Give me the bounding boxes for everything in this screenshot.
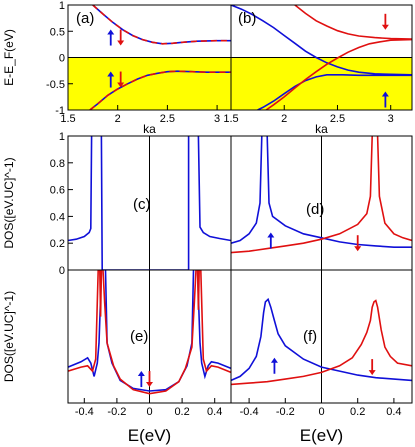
spin-up-arrow-e-0 (137, 371, 145, 388)
series-line-b-0 (231, 5, 412, 76)
x-axis-label-b: ka (315, 122, 328, 136)
x-tick-label-f-1: -0.2 (276, 406, 295, 418)
x-tick-label-e-3: 0.2 (174, 406, 189, 418)
series-line-e-2 (196, 270, 231, 380)
x-tick-label-f-2: 0 (318, 406, 324, 418)
x-tick-label-e-4: 0.4 (207, 406, 222, 418)
x-tick-label-a-0: 1.5 (60, 113, 75, 125)
panel-c: (c) 0 0.2 0.4 0.6 0.8 1 DOS([eV.UC]^-1) (2, 131, 232, 277)
x-axis-label-f: E(eV) (300, 426, 343, 445)
y-axis-label-e: DOS([eV.UC]^-1) (2, 291, 16, 382)
spin-up-arrow-d-0 (267, 232, 275, 249)
x-tick-label-f-4: 0.4 (386, 406, 401, 418)
y-tick-label-c-3: 0.6 (50, 185, 65, 197)
y-tick-label-a-0: -1 (55, 105, 65, 117)
spin-down-arrow-d-1 (354, 235, 362, 252)
series-line-b-3 (294, 5, 412, 40)
series-line-f-0 (231, 297, 412, 382)
y-tick-label-c-4: 0.8 (50, 158, 65, 170)
series-line-c-0 (68, 136, 93, 242)
panel-label-f: (f) (303, 328, 317, 345)
x-axis-label-a: ka (143, 122, 156, 136)
x-tick-label-b-2: 2.5 (330, 113, 345, 125)
x-tick-label-e-2: 0 (146, 406, 152, 418)
y-axis-label-c: DOS([eV.UC]^-1) (2, 157, 16, 248)
series-line-e-7 (200, 270, 231, 374)
band-line-a-0 (92, 5, 231, 45)
series-line-e-6 (196, 270, 200, 310)
x-tick-label-b-0: 1.5 (223, 113, 238, 125)
band-line-dashed-a-0 (92, 5, 231, 45)
panel-a: (a) 1.5 2 2.5 3 -1 -0.5 0 0.5 1 ka E-E_F(eV) (2, 0, 232, 136)
spin-down-arrow-f-1 (368, 359, 376, 376)
series-line-b-1 (257, 74, 412, 110)
series-line-d-2 (231, 136, 373, 254)
spin-down-arrow-e-1 (146, 371, 153, 388)
panel-label-b: (b) (238, 10, 256, 27)
spin-down-arrow-a-1 (117, 29, 125, 46)
panel-f: (f) -0.4 -0.2 0 0.2 0.4 E(eV) (230, 269, 413, 445)
x-tick-label-b-3: 3 (388, 113, 394, 125)
frame-b (230, 4, 413, 111)
series-line-e-3 (68, 270, 99, 373)
spin-up-arrow-a-2 (107, 71, 115, 88)
x-tick-label-b-1: 2 (281, 113, 287, 125)
y-tick-label-a-4: 1 (59, 0, 65, 12)
series-line-b-2 (265, 38, 412, 110)
series-line-f-1 (231, 299, 412, 386)
band-line-dashed-a-1 (89, 70, 231, 110)
spin-up-arrow-f-0 (270, 357, 278, 374)
y-tick-label-c-5: 1 (59, 131, 65, 143)
x-tick-label-f-0: -0.4 (240, 406, 259, 418)
spin-down-arrow-a-3 (117, 71, 125, 88)
panel-label-c: (c) (133, 196, 151, 213)
fermi-band-b (231, 57, 412, 110)
series-line-d-1 (266, 136, 412, 248)
series-line-e-5 (102, 270, 197, 395)
panel-label-e: (e) (130, 328, 148, 345)
fermi-band-a (68, 57, 231, 110)
x-tick-label-a-2: 2.5 (160, 113, 175, 125)
spin-down-arrow-b-0 (381, 13, 389, 30)
y-tick-label-a-2: 0 (59, 53, 65, 65)
x-tick-label-a-1: 2 (115, 113, 121, 125)
y-tick-label-a-3: 0.5 (50, 26, 65, 38)
y-tick-label-a-1: -0.5 (46, 79, 65, 91)
series-line-d-3 (376, 136, 412, 242)
panel-d: (d) (230, 135, 413, 271)
series-line-d-0 (231, 136, 263, 244)
x-tick-label-e-0: -0.4 (75, 406, 94, 418)
series-line-c-2 (197, 136, 231, 242)
panel-label-d: (d) (306, 201, 324, 218)
panel-b: (b) 1.5 2 2.5 3 ka (223, 4, 413, 136)
x-axis-label-e: E(eV) (128, 426, 171, 445)
spin-up-arrow-b-1 (381, 91, 389, 108)
panel-e: (e) -0.4 -0.2 0 0.2 0.4 E(eV) DOS([eV.UC]^-1) (2, 269, 232, 445)
series-line-e-4 (99, 270, 103, 317)
x-tick-label-f-3: 0.2 (350, 406, 365, 418)
y-tick-label-c-2: 0.4 (50, 211, 65, 223)
x-tick-label-e-1: -0.2 (107, 406, 126, 418)
x-tick-label-a-3: 3 (214, 113, 220, 125)
panel-label-a: (a) (76, 10, 94, 27)
y-axis-label-a: E-E_F(eV) (2, 29, 16, 86)
y-tick-label-c-1: 0.2 (50, 238, 65, 250)
y-tick-label-c-0: 0 (59, 265, 65, 277)
spin-up-arrow-a-0 (107, 29, 115, 46)
series-line-c-1 (100, 136, 190, 270)
